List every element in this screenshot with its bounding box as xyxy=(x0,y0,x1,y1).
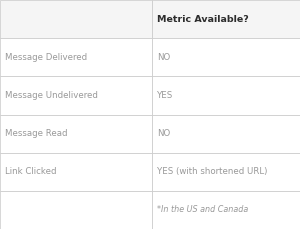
Text: Message Delivered: Message Delivered xyxy=(5,53,88,62)
Bar xyxy=(0,114,152,153)
Text: *In the US and Canada: *In the US and Canada xyxy=(157,205,248,214)
Text: Message Undelivered: Message Undelivered xyxy=(5,91,98,100)
Bar xyxy=(152,191,300,229)
Text: NO: NO xyxy=(157,129,170,138)
Bar xyxy=(152,153,300,191)
Text: Message Read: Message Read xyxy=(5,129,68,138)
Bar xyxy=(152,76,300,114)
Text: Metric Available?: Metric Available? xyxy=(157,15,249,24)
Text: YES (with shortened URL): YES (with shortened URL) xyxy=(157,167,267,176)
Text: YES: YES xyxy=(157,91,173,100)
Bar xyxy=(0,38,152,76)
Text: Link Clicked: Link Clicked xyxy=(5,167,57,176)
Bar xyxy=(152,38,300,76)
Bar xyxy=(152,0,300,38)
Bar xyxy=(0,0,152,38)
Bar xyxy=(0,191,152,229)
Text: NO: NO xyxy=(157,53,170,62)
Bar xyxy=(0,76,152,114)
Bar xyxy=(0,153,152,191)
Bar xyxy=(152,114,300,153)
